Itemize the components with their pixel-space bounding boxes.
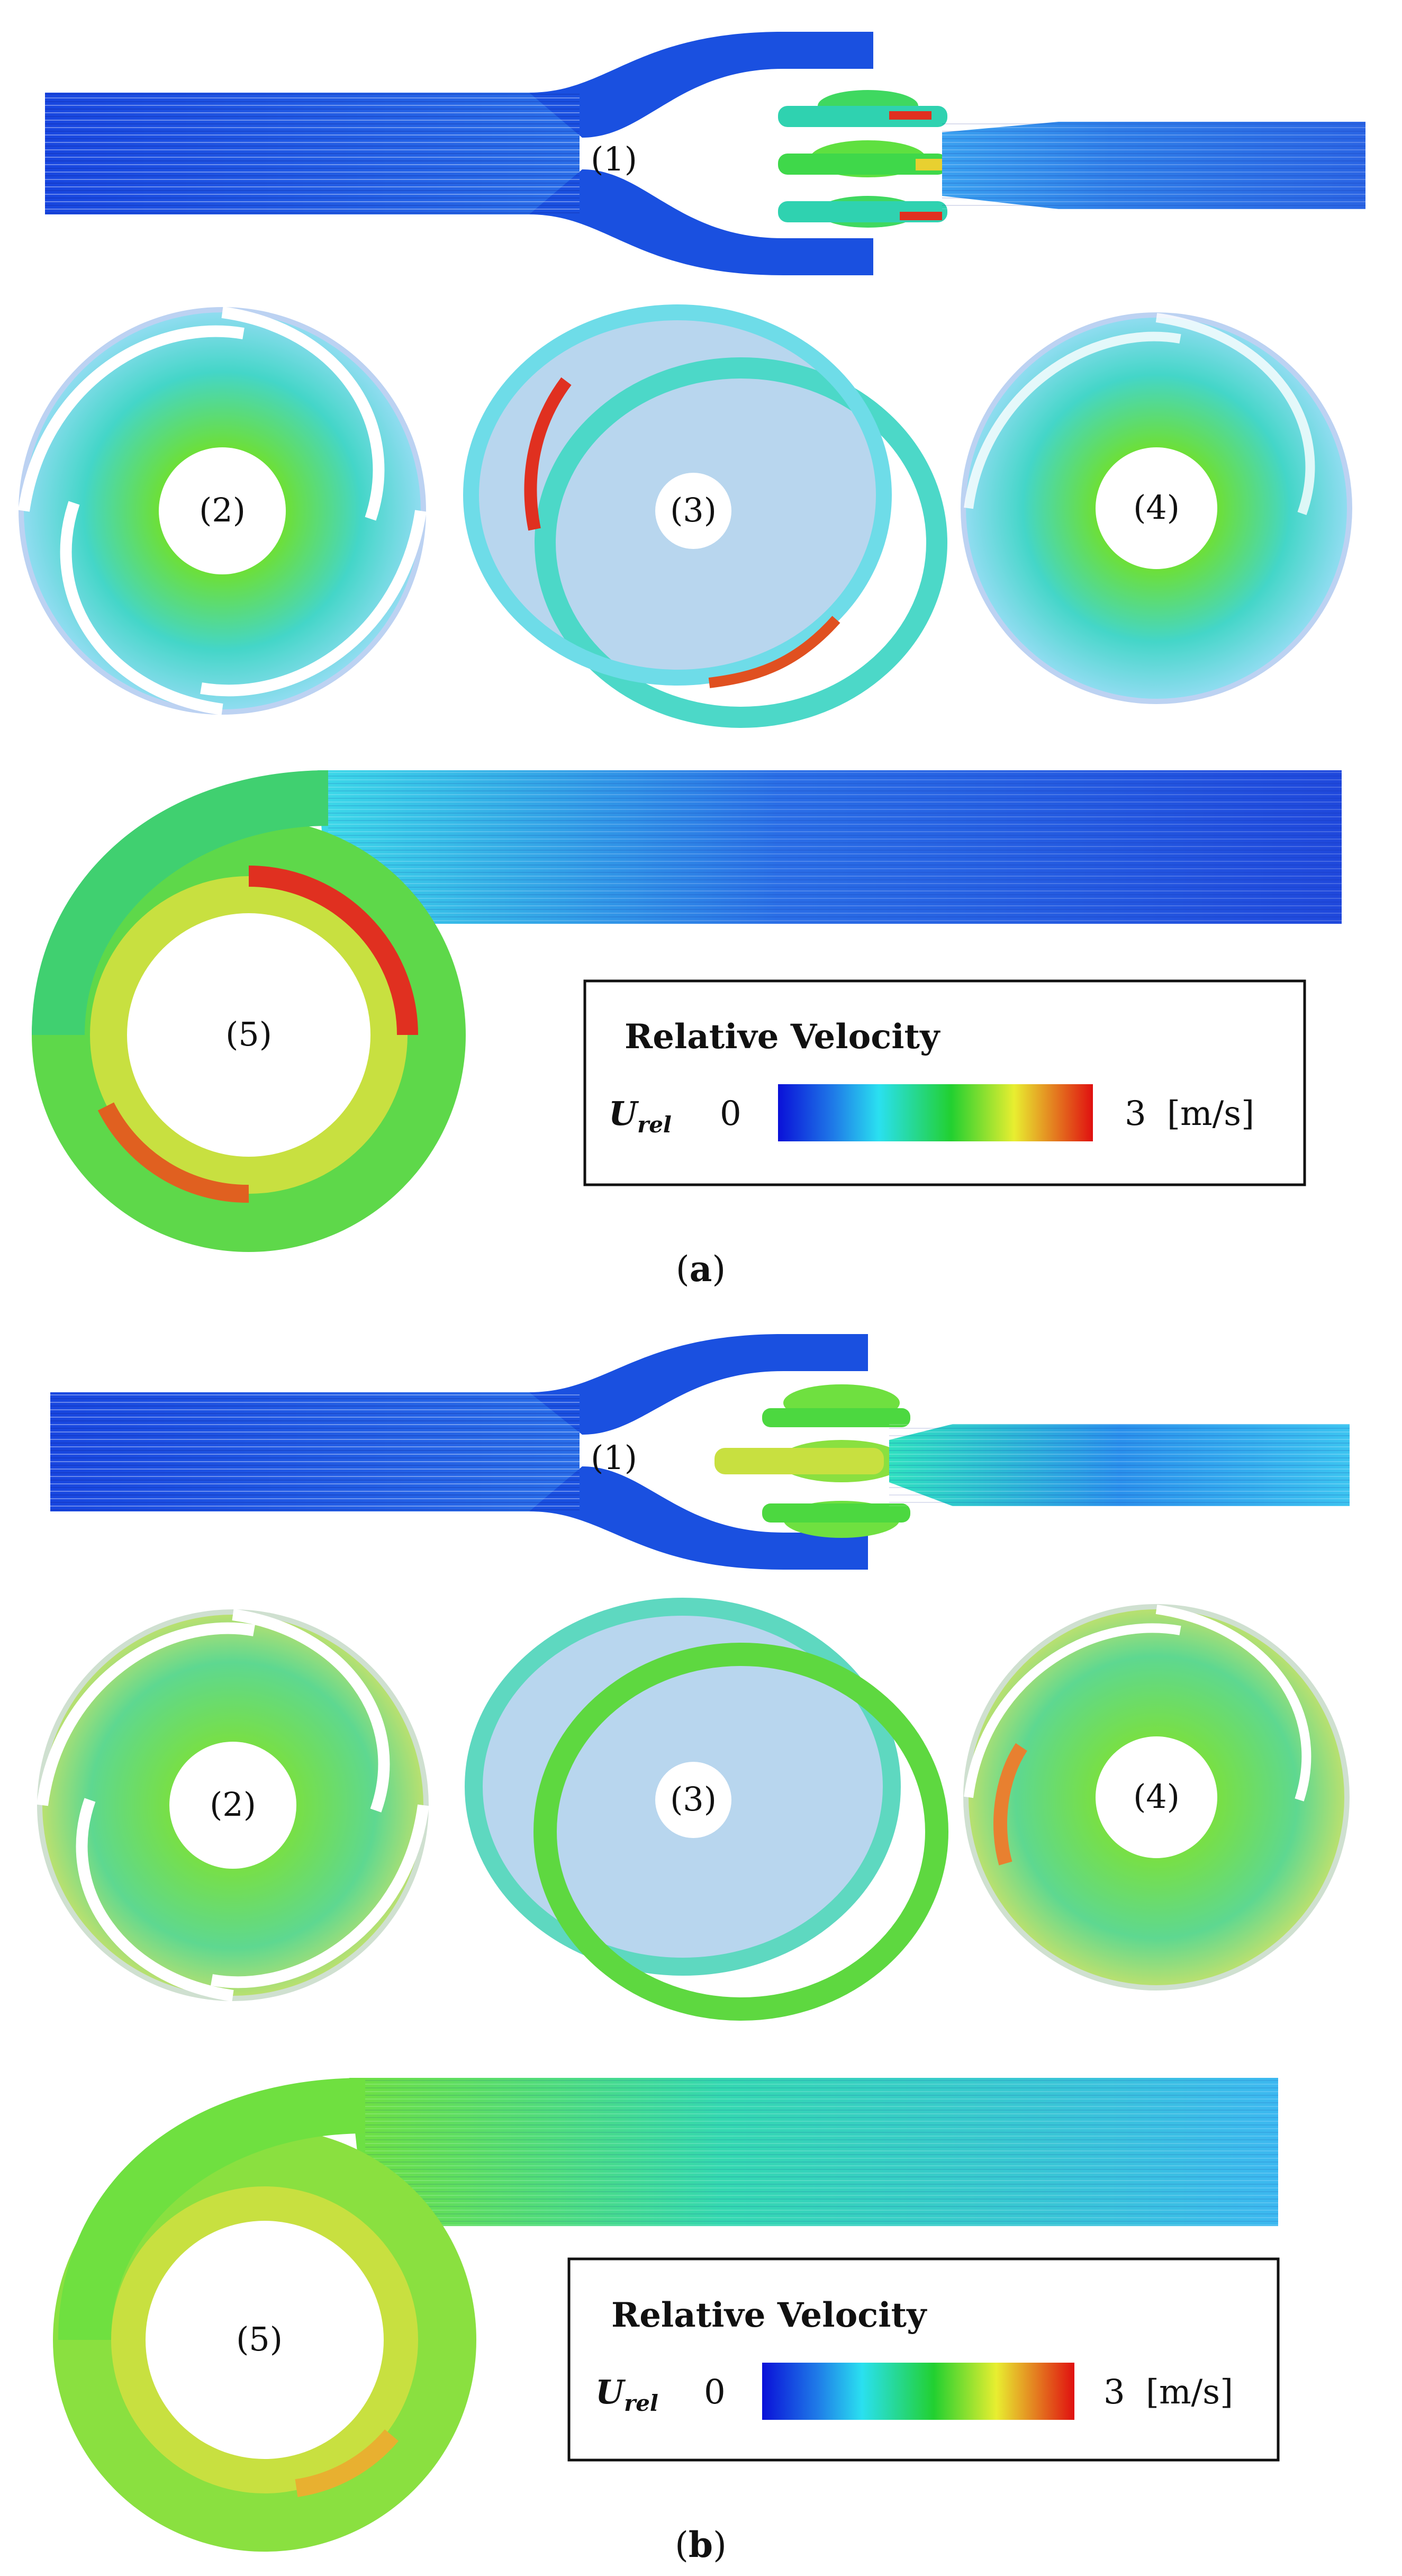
impeller-stack-a [778,90,947,228]
impeller-right-b [963,1604,1350,1990]
colorbar-a [778,1084,1093,1141]
volute-b [53,2078,1278,2552]
guide-vane-a [463,304,947,728]
legend-max-b: 3 [1103,2373,1125,2412]
impeller-left-a [18,307,427,715]
volute-label-b: (5) [236,2320,283,2358]
inlet-pipe-a [45,32,873,275]
pipe-label-b: (1) [591,1438,637,1477]
inlet-pipe-b [50,1334,868,1570]
impeller-right-label-a: (4) [1133,488,1180,527]
legend-min-b: 0 [704,2373,726,2412]
legend-title-b: Relative Velocity [611,2295,927,2335]
legend-var-main-b: U [595,2373,626,2411]
guide-vane-b [465,1598,948,2021]
pipe-label-a: (1) [591,140,637,178]
impeller-stack-b [714,1384,910,1538]
legend-a: Relative Velocity Urel 0 3 [m/s] [583,979,1306,1186]
impeller-left-label-a: (2) [199,491,246,529]
outlet-pipe-a [942,122,1365,209]
legend-var-a: Urel [609,1094,672,1138]
legend-max-a: 3 [1125,1094,1146,1133]
legend-var-sub-b: rel [624,2390,658,2416]
caption-b: (b) [675,2524,727,2565]
guide-vane-label-a: (3) [670,491,717,529]
legend-var-b: Urel [595,2373,658,2416]
legend-b: Relative Velocity Urel 0 3 [m/s] [567,2257,1280,2462]
colorbar-b [762,2363,1074,2420]
legend-title-a: Relative Velocity [625,1017,940,1057]
legend-var-sub-a: rel [637,1112,672,1138]
impeller-left-label-b: (2) [210,1785,256,1824]
legend-unit-a: [m/s] [1167,1094,1254,1133]
caption-a: (a) [676,1248,726,1290]
legend-unit-b: [m/s] [1146,2373,1233,2412]
outlet-pipe-b [889,1424,1350,1506]
impeller-right-label-b: (4) [1133,1777,1180,1816]
panel-b: (1) (2) (3) (4) [37,1334,1350,2565]
guide-vane-label-b: (3) [670,1780,717,1818]
legend-min-a: 0 [720,1094,741,1133]
panel-a: (1) (2) (3) (4 [18,32,1365,1290]
impeller-left-b [37,1609,429,2002]
legend-var-main-a: U [609,1094,639,1133]
impeller-right-a [961,312,1352,704]
volute-a [32,770,1342,1252]
volute-label-a: (5) [225,1015,272,1053]
